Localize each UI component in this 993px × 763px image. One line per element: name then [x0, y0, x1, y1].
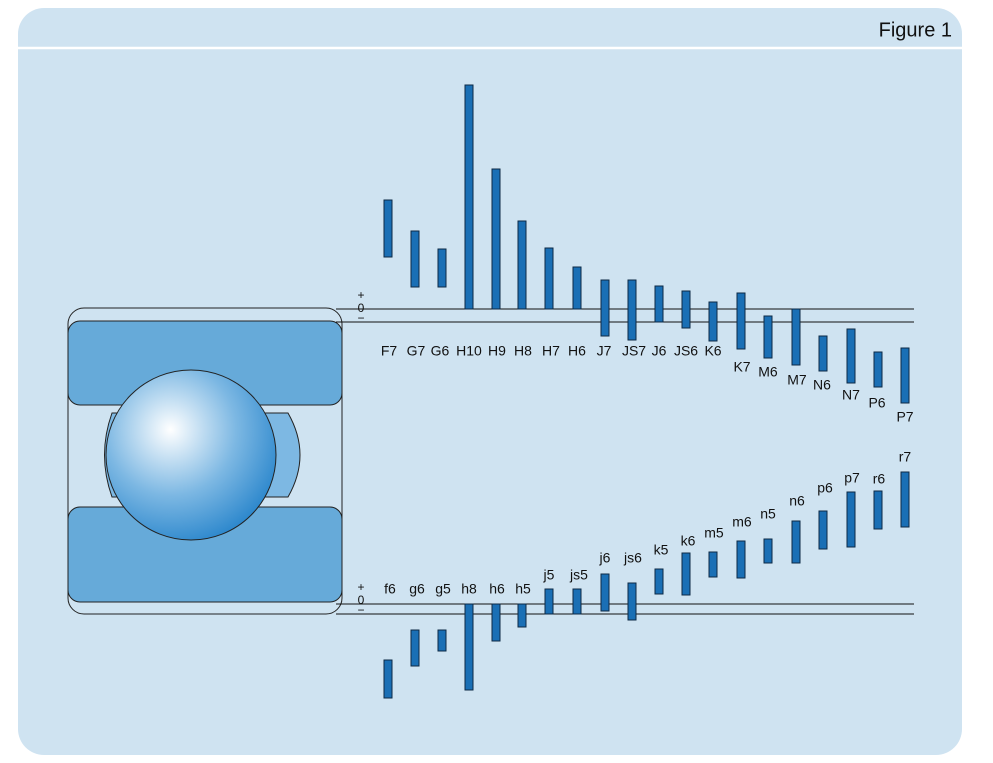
- tolerance-label: H10: [456, 343, 482, 359]
- minus-sign: −: [357, 603, 364, 617]
- tolerance-zone: [708, 551, 718, 578]
- tolerance-label: r7: [899, 449, 912, 465]
- tolerance-zone: [818, 335, 828, 372]
- tolerance-label: n5: [760, 506, 776, 522]
- tolerance-label: g6: [409, 581, 425, 597]
- tolerance-zone: [681, 552, 691, 596]
- tolerance-zone: [437, 629, 447, 652]
- tolerance-label: P6: [868, 395, 885, 411]
- tolerance-zone: [873, 351, 883, 388]
- tolerance-label: m5: [704, 525, 724, 541]
- tolerance-zone: [517, 220, 527, 310]
- figure-title: Figure 1: [879, 19, 952, 41]
- tolerance-label: M6: [758, 364, 778, 380]
- tolerance-label: N7: [842, 387, 860, 403]
- tolerance-label: g5: [435, 581, 451, 597]
- reference-lines: [336, 308, 914, 615]
- tolerance-zone: [491, 603, 501, 642]
- tolerance-label: H8: [514, 343, 532, 359]
- tolerance-zone: [900, 471, 910, 528]
- tolerance-zone: [383, 199, 393, 258]
- tolerance-label: J6: [652, 343, 667, 359]
- zero-label: 0: [358, 593, 365, 607]
- tolerance-label: h8: [461, 581, 477, 597]
- tolerance-zone: [600, 279, 610, 337]
- tolerance-zone: [818, 510, 828, 550]
- tolerance-zone: [572, 588, 582, 615]
- tolerance-label: H6: [568, 343, 586, 359]
- tolerance-label: H7: [542, 343, 560, 359]
- tolerance-zone: [383, 659, 393, 699]
- tolerance-label: js6: [623, 550, 642, 566]
- tolerance-label: P7: [896, 409, 913, 425]
- tolerance-zone: [491, 168, 501, 310]
- tolerance-zone: [517, 603, 527, 628]
- tolerance-zone: [410, 230, 420, 288]
- tolerance-zone: [600, 573, 610, 612]
- tolerance-zone: [681, 290, 691, 329]
- tolerance-zone: [791, 520, 801, 564]
- plus-sign: +: [357, 288, 364, 302]
- tolerance-zone: [464, 84, 474, 310]
- tolerance-label: p6: [817, 480, 833, 496]
- tolerance-zone: [410, 629, 420, 667]
- tolerance-zone: [627, 582, 637, 621]
- tolerance-label: n6: [789, 493, 805, 509]
- tolerance-label: H9: [488, 343, 506, 359]
- tolerance-zone: [736, 540, 746, 579]
- tolerance-zone: [544, 247, 554, 310]
- tolerance-label: r6: [873, 471, 886, 487]
- tolerance-zone: [708, 301, 718, 342]
- tolerance-label: J7: [597, 343, 612, 359]
- tolerance-zone: [763, 315, 773, 359]
- tolerance-label: K6: [704, 343, 721, 359]
- tolerance-label: K7: [733, 359, 750, 375]
- tolerance-label: f6: [384, 581, 396, 597]
- tolerance-zone: [846, 328, 856, 384]
- zero-label: 0: [358, 301, 365, 315]
- tolerance-zone: [900, 347, 910, 404]
- tolerance-zone: [437, 248, 447, 288]
- tolerance-zone: [654, 568, 664, 595]
- tolerance-label: M7: [787, 372, 807, 388]
- minus-sign: −: [357, 311, 364, 325]
- tolerance-zone: [736, 292, 746, 350]
- tolerance-zone: [627, 279, 637, 341]
- tolerance-label: F7: [381, 343, 398, 359]
- tolerance-zone: [791, 308, 801, 366]
- tolerance-zone: [544, 588, 554, 615]
- tolerance-label: h5: [515, 581, 531, 597]
- tolerance-zone: [846, 491, 856, 548]
- tolerance-zone: [654, 285, 664, 323]
- tolerance-zone: [763, 538, 773, 564]
- tolerance-label: G7: [407, 343, 426, 359]
- bearing: [67, 307, 343, 615]
- tolerance-label: h6: [489, 581, 505, 597]
- tolerance-label: m6: [732, 514, 752, 530]
- tolerance-label: j6: [599, 550, 611, 566]
- tolerance-label: p7: [844, 470, 860, 486]
- tolerance-label: k6: [681, 533, 696, 549]
- tolerance-label: k5: [654, 542, 669, 558]
- tolerance-zone: [572, 266, 582, 310]
- tolerance-zone: [464, 603, 474, 691]
- plus-sign: +: [357, 580, 364, 594]
- tolerance-zone: [873, 490, 883, 530]
- tolerance-label: G6: [431, 343, 450, 359]
- tolerance-label: JS7: [622, 343, 646, 359]
- tolerance-label: N6: [813, 377, 831, 393]
- tolerance-label: JS6: [674, 343, 698, 359]
- tolerance-label: js5: [569, 567, 588, 583]
- tolerance-label: j5: [543, 567, 555, 583]
